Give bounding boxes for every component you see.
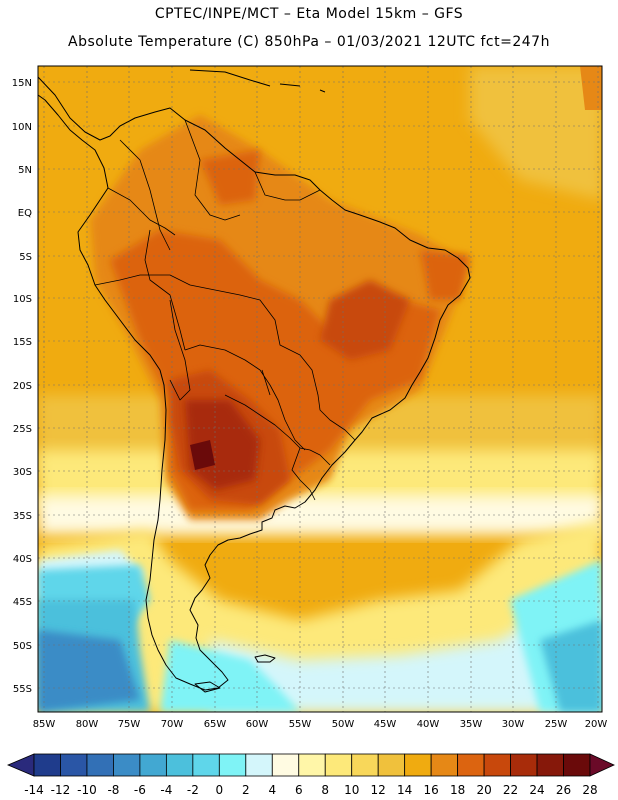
colorbar-swatch — [510, 753, 538, 777]
colorbar-swatch — [113, 753, 141, 777]
colorbar-swatch — [245, 753, 273, 777]
lat-label: 5S — [19, 252, 32, 263]
colorbar-tick-label: 2 — [242, 783, 250, 797]
lon-label: 25W — [545, 719, 568, 730]
colorbar-swatch — [298, 753, 326, 777]
colorbar: -14 -12 -10 -8 -6 -4 -2 0 2 4 6 8 10 12 14 16 18 20 22 24 26… — [6, 753, 615, 797]
lon-label: 45W — [374, 719, 397, 730]
colorbar-tick-label: 0 — [216, 783, 224, 797]
colorbar-tick-label: 22 — [503, 783, 518, 797]
colorbar-swatch — [430, 753, 459, 777]
colorbar-swatch — [536, 753, 564, 777]
colorbar-tick-label: 4 — [268, 783, 276, 797]
lon-label: 75W — [118, 719, 141, 730]
colorbar-swatch — [404, 753, 432, 777]
colorbar-swatch — [457, 753, 485, 777]
lon-label: 50W — [332, 719, 355, 730]
lat-label: 45S — [13, 597, 32, 608]
colorbar-tick-label: -4 — [160, 783, 172, 797]
latitude-axis: 15N 10N 5N EQ 5S 10S 15S 20S 25S 30S 35S… — [12, 78, 32, 695]
title-line-2: Absolute Temperature (C) 850hPa – 01/03/… — [68, 34, 550, 50]
lon-label: 30W — [502, 719, 525, 730]
lon-label: 70W — [161, 719, 184, 730]
band-coldest-west — [38, 630, 140, 712]
lon-label: 85W — [33, 719, 56, 730]
lon-label: 80W — [76, 719, 99, 730]
colorbar-swatch — [218, 753, 247, 777]
atlantic-warm-corner — [580, 66, 602, 110]
lat-label: 20S — [13, 381, 32, 392]
lat-label: 10N — [12, 122, 32, 133]
coastlines — [38, 69, 471, 693]
colorbar-tick-label: 8 — [321, 783, 329, 797]
brazil-central-hot — [320, 280, 410, 360]
colorbar-tick-label: 14 — [397, 783, 412, 797]
lon-label: 65W — [204, 719, 227, 730]
lat-label: 35S — [13, 511, 32, 522]
colorbar-arrow-right — [589, 753, 615, 777]
colorbar-tick-label: -14 — [24, 783, 44, 797]
falklands — [254, 654, 276, 663]
colorbar-swatch — [377, 753, 406, 777]
colorbar-swatch — [33, 753, 61, 777]
colorbar-tick-label: -8 — [107, 783, 119, 797]
chaco-hottest — [190, 440, 215, 470]
colorbar-tick-label: -10 — [77, 783, 97, 797]
lon-label: 60W — [246, 719, 269, 730]
colorbar-swatch — [351, 753, 379, 777]
colorbar-swatch — [86, 753, 114, 777]
colorbar-swatch — [483, 753, 511, 777]
band-6-8 — [38, 495, 602, 535]
colorbar-swatch — [563, 753, 591, 777]
lon-label: 35W — [460, 719, 483, 730]
colorbar-tick-label: 6 — [295, 783, 303, 797]
temperature-field — [38, 66, 602, 712]
lat-label: EQ — [18, 208, 32, 219]
colorbar-swatch — [60, 753, 88, 777]
ne-brazil-hot — [420, 250, 470, 300]
lat-label: 55S — [13, 684, 32, 695]
caribbean-islands — [189, 69, 326, 93]
band-cold-east — [540, 620, 602, 712]
longitude-axis: 85W 80W 75W 70W 65W 60W 55W 50W 45W 40W … — [33, 719, 608, 730]
lat-label: 40S — [13, 554, 32, 565]
lon-label: 55W — [289, 719, 312, 730]
country-borders — [94, 119, 356, 501]
colorbar-tick-label: -12 — [51, 783, 71, 797]
atlantic-warm-north — [470, 66, 602, 200]
lat-label: 5N — [18, 165, 32, 176]
lat-label: 15S — [13, 337, 32, 348]
lat-label: 25S — [13, 424, 32, 435]
lat-label: 15N — [12, 78, 32, 89]
band-2-4-south — [210, 590, 602, 712]
lat-label: 30S — [13, 467, 32, 478]
colorbar-swatch — [271, 753, 300, 777]
colorbar-tick-label: -2 — [187, 783, 199, 797]
lat-label: 50S — [13, 641, 32, 652]
colorbar-arrow-left — [6, 753, 35, 777]
colorbar-tick-label: 24 — [529, 783, 544, 797]
colorbar-tick-label: 16 — [424, 783, 439, 797]
lon-label: 20W — [585, 719, 608, 730]
colorbar-swatch — [324, 753, 353, 777]
colorbar-tick-label: 26 — [556, 783, 571, 797]
colorbar-swatch — [165, 753, 194, 777]
lon-label: 40W — [417, 719, 440, 730]
map-frame — [37, 65, 603, 713]
south-america-coastline — [38, 76, 471, 691]
colorbar-tick-label: 12 — [371, 783, 386, 797]
lat-label: 10S — [13, 294, 32, 305]
tierra-del-fuego — [194, 681, 221, 693]
title-line-1: CPTEC/INPE/MCT – Eta Model 15km – GFS — [154, 6, 464, 22]
colorbar-tick-label: 18 — [450, 783, 465, 797]
grid-lines — [38, 66, 602, 712]
colorbar-tick-label: 20 — [476, 783, 491, 797]
colorbar-tick-label: 10 — [344, 783, 359, 797]
colorbar-swatch — [139, 753, 167, 777]
colorbar-tick-label: -6 — [134, 783, 146, 797]
band-2-drake — [160, 640, 300, 712]
colorbar-tick-label: 28 — [582, 783, 597, 797]
colorbar-swatch — [192, 753, 220, 777]
